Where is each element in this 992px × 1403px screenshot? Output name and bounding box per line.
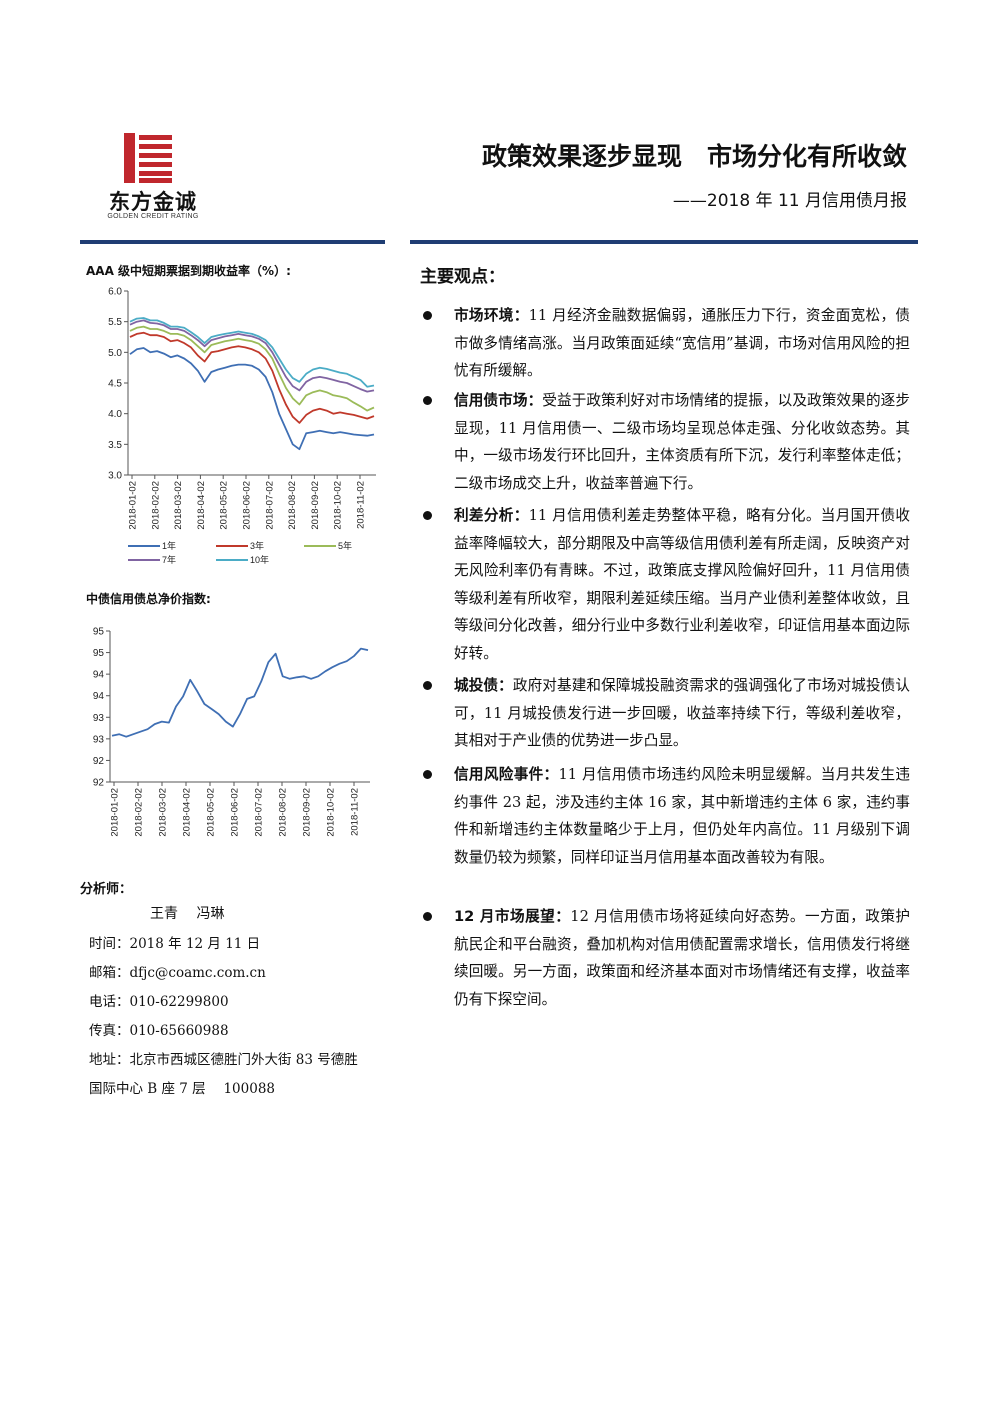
email-label: 邮箱： bbox=[89, 965, 130, 981]
fax-line: 传真：010-65660988 bbox=[89, 1023, 229, 1039]
yield-line-chart: 3.0 3.5 4.0 4.5 5.0 5.5 6.0 2018-01-02 2018-02-0… bbox=[108, 287, 376, 565]
x-tick-label: 2018-05-02 bbox=[206, 788, 217, 837]
point-label: 12 月市场展望： bbox=[454, 908, 571, 925]
point-text: 受益于政策利好对市场情绪的提振，以及政策效果的逐步显现，11 月信用债一、二级市… bbox=[454, 392, 910, 492]
x-tick-label: 2018-01-02 bbox=[110, 788, 121, 837]
point-label: 城投债： bbox=[454, 677, 513, 694]
x-tick-label: 2018-10-02 bbox=[333, 481, 344, 530]
point-text: 11 月信用债市场违约风险未明显缓解。当月共发生违约事件 23 起，涉及违约主体… bbox=[454, 766, 910, 866]
x-tick-label: 2018-11-02 bbox=[350, 788, 361, 836]
series-line bbox=[129, 331, 375, 424]
chart2-title: 中债信用债总净价指数: bbox=[86, 592, 211, 606]
right-header-rule bbox=[410, 240, 918, 244]
y-tick-label: 5.0 bbox=[108, 348, 122, 359]
x-tick-label: 2018-01-02 bbox=[128, 481, 139, 530]
x-tick-label: 2018-07-02 bbox=[264, 481, 275, 530]
y-tick-label: 92 bbox=[93, 778, 105, 789]
x-tick-label: 2018-11-02 bbox=[356, 481, 367, 529]
series-line bbox=[129, 347, 375, 451]
y-tick-label: 94 bbox=[93, 670, 105, 681]
series-line bbox=[129, 325, 375, 412]
address-line-1: 地址：北京市西城区德胜门外大街 83 号德胜 bbox=[89, 1052, 358, 1068]
x-tick-label: 2018-04-02 bbox=[196, 481, 207, 530]
x-tick-label: 2018-03-02 bbox=[158, 788, 169, 837]
series-line bbox=[111, 647, 369, 738]
email-value[interactable]: dfjc@coamc.com.cn bbox=[129, 965, 266, 981]
company-logo: 东方金诚 GOLDEN CREDIT RATING bbox=[98, 133, 208, 223]
point-market-environment: 市场环境：11 月经济金融数据偏弱，通胀压力下行，资金面宽松，债市做多情绪高涨。… bbox=[454, 302, 910, 385]
analyst-names: 王青 冯琳 bbox=[150, 906, 225, 922]
x-tick-label: 2018-08-02 bbox=[278, 788, 289, 837]
y-tick-label: 4.0 bbox=[108, 409, 122, 420]
point-label: 市场环境： bbox=[454, 307, 529, 324]
y-tick-label: 6.0 bbox=[108, 287, 122, 298]
x-tick-label: 2018-04-02 bbox=[182, 788, 193, 837]
x-tick-label: 2018-09-02 bbox=[310, 481, 321, 530]
point-spread-analysis: 利差分析：11 月信用债利差走势整体平稳，略有分化。当月国开债收益率降幅较大，部… bbox=[454, 502, 910, 667]
x-tick-label: 2018-06-02 bbox=[242, 481, 253, 530]
point-text: 12 月信用债市场将延续向好态势。一方面，政策护航民企和平台融资，叠加机构对信用… bbox=[454, 908, 910, 1008]
x-tick-label: 2018-09-02 bbox=[302, 788, 313, 837]
bullet-icon bbox=[423, 912, 432, 921]
x-tick-label: 2018-06-02 bbox=[230, 788, 241, 837]
phone-line: 电话：010-62299800 bbox=[89, 994, 229, 1010]
point-label: 利差分析： bbox=[454, 507, 529, 524]
analyst-label: 分析师： bbox=[80, 882, 133, 897]
x-tick-label: 2018-03-02 bbox=[173, 481, 184, 530]
point-credit-risk-events: 信用风险事件：11 月信用债市场违约风险未明显缓解。当月共发生违约事件 23 起… bbox=[454, 761, 910, 871]
x-tick-label: 2018-08-02 bbox=[287, 481, 298, 530]
y-tick-label: 93 bbox=[93, 713, 105, 724]
y-tick-label: 3.5 bbox=[108, 440, 122, 451]
report-subtitle: ——2018 年 11 月信用债月报 bbox=[672, 191, 907, 211]
key-points-heading: 主要观点： bbox=[420, 267, 505, 287]
legend-label: 1年 bbox=[162, 540, 176, 551]
y-tick-label: 95 bbox=[93, 627, 105, 638]
bullet-icon bbox=[423, 511, 432, 520]
bullet-icon bbox=[423, 311, 432, 320]
series-line bbox=[129, 319, 375, 393]
logo-name-cn: 东方金诚 bbox=[109, 189, 197, 214]
x-tick-label: 2018-05-02 bbox=[219, 481, 230, 530]
point-credit-market: 信用债市场：受益于政策利好对市场情绪的提振，以及政策效果的逐步显现，11 月信用… bbox=[454, 387, 910, 497]
series-line bbox=[129, 317, 375, 388]
point-label: 信用债市场： bbox=[454, 392, 543, 409]
y-tick-label: 93 bbox=[93, 734, 105, 745]
report-title: 政策效果逐步显现 市场分化有所收敛 bbox=[481, 142, 907, 171]
bullet-icon bbox=[423, 396, 432, 405]
point-text: 11 月经济金融数据偏弱，通胀压力下行，资金面宽松，债市做多情绪高涨。当月政策面… bbox=[454, 307, 910, 379]
legend-label: 7年 bbox=[162, 554, 176, 565]
logo-name-en: GOLDEN CREDIT RATING bbox=[107, 213, 199, 220]
y-tick-label: 3.0 bbox=[108, 471, 122, 482]
x-tick-label: 2018-02-02 bbox=[150, 481, 161, 530]
bullet-icon bbox=[423, 681, 432, 690]
x-tick-label: 2018-02-02 bbox=[134, 788, 145, 837]
left-header-rule bbox=[80, 240, 385, 244]
y-tick-label: 5.5 bbox=[108, 317, 122, 328]
point-label: 信用风险事件： bbox=[454, 766, 559, 783]
legend-label: 10年 bbox=[250, 554, 269, 565]
y-tick-label: 92 bbox=[93, 756, 105, 767]
y-tick-label: 95 bbox=[93, 648, 105, 659]
point-text: 11 月信用债利差走势整体平稳，略有分化。当月国开债收益率降幅较大，部分期限及中… bbox=[454, 507, 910, 662]
email-line: 邮箱：dfjc@coamc.com.cn bbox=[89, 961, 266, 981]
point-text: 政府对基建和保障城投融资需求的强调强化了市场对城投债认可，11 月城投债发行进一… bbox=[454, 677, 910, 749]
legend-label: 3年 bbox=[250, 540, 264, 551]
x-tick-label: 2018-10-02 bbox=[326, 788, 337, 837]
bullet-icon bbox=[423, 770, 432, 779]
chart1-title: AAA 级中短期票据到期收益率（%）: bbox=[86, 264, 291, 278]
report-date: 时间：2018 年 12 月 11 日 bbox=[89, 936, 261, 952]
credit-index-line-chart: 92 92 93 93 94 94 95 95 2018-01-02 2018-02-02 2018… bbox=[93, 627, 370, 837]
y-tick-label: 4.5 bbox=[108, 379, 122, 390]
y-tick-label: 94 bbox=[93, 691, 105, 702]
point-december-outlook: 12 月市场展望：12 月信用债市场将延续向好态势。一方面，政策护航民企和平台融… bbox=[454, 903, 910, 1013]
x-tick-label: 2018-07-02 bbox=[254, 788, 265, 837]
point-urban-investment-bonds: 城投债：政府对基建和保障城投融资需求的强调强化了市场对城投债认可，11 月城投债… bbox=[454, 672, 910, 755]
legend-label: 5年 bbox=[338, 540, 352, 551]
logo-mark-icon bbox=[124, 133, 172, 183]
address-line-2: 国际中心 B 座 7 层 100088 bbox=[89, 1081, 276, 1097]
